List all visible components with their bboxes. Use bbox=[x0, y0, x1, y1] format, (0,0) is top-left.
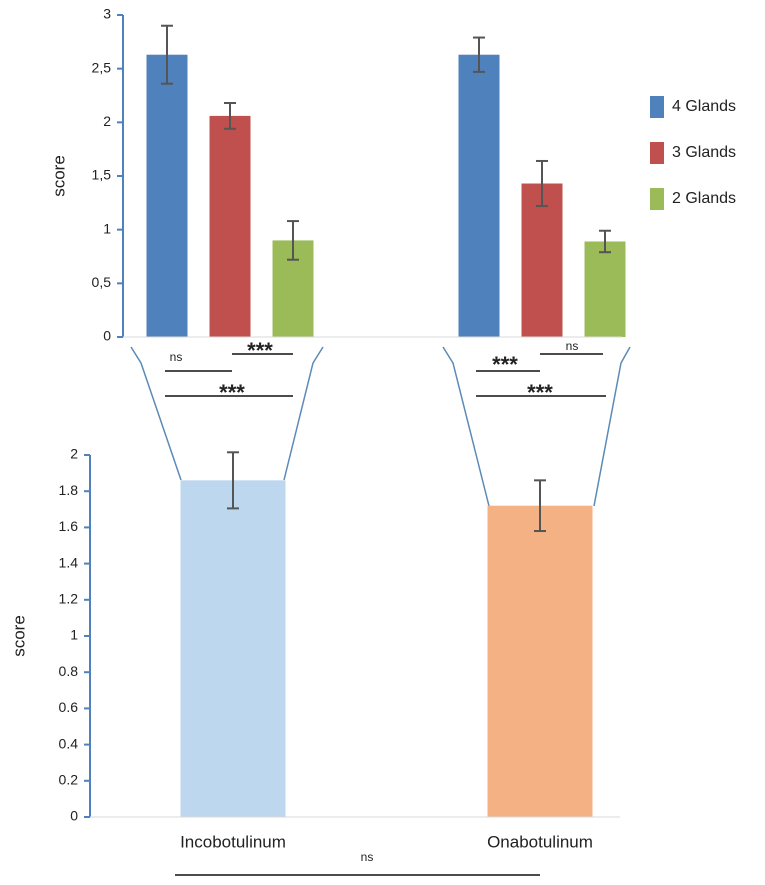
bar bbox=[487, 505, 593, 817]
connector bbox=[130, 346, 182, 481]
significance-label: ns bbox=[170, 350, 183, 364]
legend-label: 3 Glands bbox=[672, 144, 736, 161]
zoom-connectors bbox=[130, 346, 631, 507]
bar bbox=[209, 115, 251, 337]
bar bbox=[180, 480, 286, 817]
legend-swatch bbox=[650, 142, 664, 164]
significance-label: ns bbox=[361, 850, 374, 864]
y-tick-label: 0 bbox=[70, 808, 78, 824]
significance-label: *** bbox=[219, 380, 245, 405]
significance-label: *** bbox=[492, 352, 518, 377]
bar bbox=[521, 183, 563, 337]
significance-label: *** bbox=[527, 380, 553, 405]
y-tick-label: 3 bbox=[103, 6, 111, 22]
legend-label: 2 Glands bbox=[672, 190, 736, 207]
y-axis-label: score bbox=[9, 615, 28, 657]
y-tick-label: 0.2 bbox=[59, 772, 79, 788]
legend-swatch bbox=[650, 188, 664, 210]
y-tick-label: 2 bbox=[70, 446, 78, 462]
connector bbox=[442, 346, 490, 507]
bar bbox=[458, 54, 500, 338]
x-tick-label: Onabotulinum bbox=[487, 832, 593, 851]
y-tick-label: 2,5 bbox=[92, 59, 112, 75]
y-tick-label: 0.6 bbox=[59, 699, 79, 715]
significance-label: *** bbox=[247, 338, 273, 363]
y-tick-label: 1.6 bbox=[59, 518, 79, 534]
x-tick-label: Incobotulinum bbox=[180, 832, 286, 851]
y-tick-label: 2 bbox=[103, 113, 111, 129]
y-tick-label: 1 bbox=[103, 220, 111, 236]
y-tick-label: 1,5 bbox=[92, 167, 112, 183]
y-tick-label: 1.4 bbox=[59, 554, 79, 570]
y-tick-label: 1.8 bbox=[59, 482, 79, 498]
bar bbox=[584, 241, 626, 337]
connector bbox=[593, 346, 631, 507]
y-tick-label: 1 bbox=[70, 627, 78, 643]
significance-label: ns bbox=[566, 339, 579, 353]
y-tick-label: 0.4 bbox=[59, 735, 79, 751]
legend-swatch bbox=[650, 96, 664, 118]
y-tick-label: 0 bbox=[103, 328, 111, 344]
connector bbox=[283, 346, 324, 481]
y-axis-label: score bbox=[49, 155, 68, 197]
y-tick-label: 0.8 bbox=[59, 663, 79, 679]
legend-label: 4 Glands bbox=[672, 98, 736, 115]
y-tick-label: 0,5 bbox=[92, 274, 112, 290]
y-tick-label: 1.2 bbox=[59, 591, 79, 607]
bar bbox=[146, 54, 188, 338]
